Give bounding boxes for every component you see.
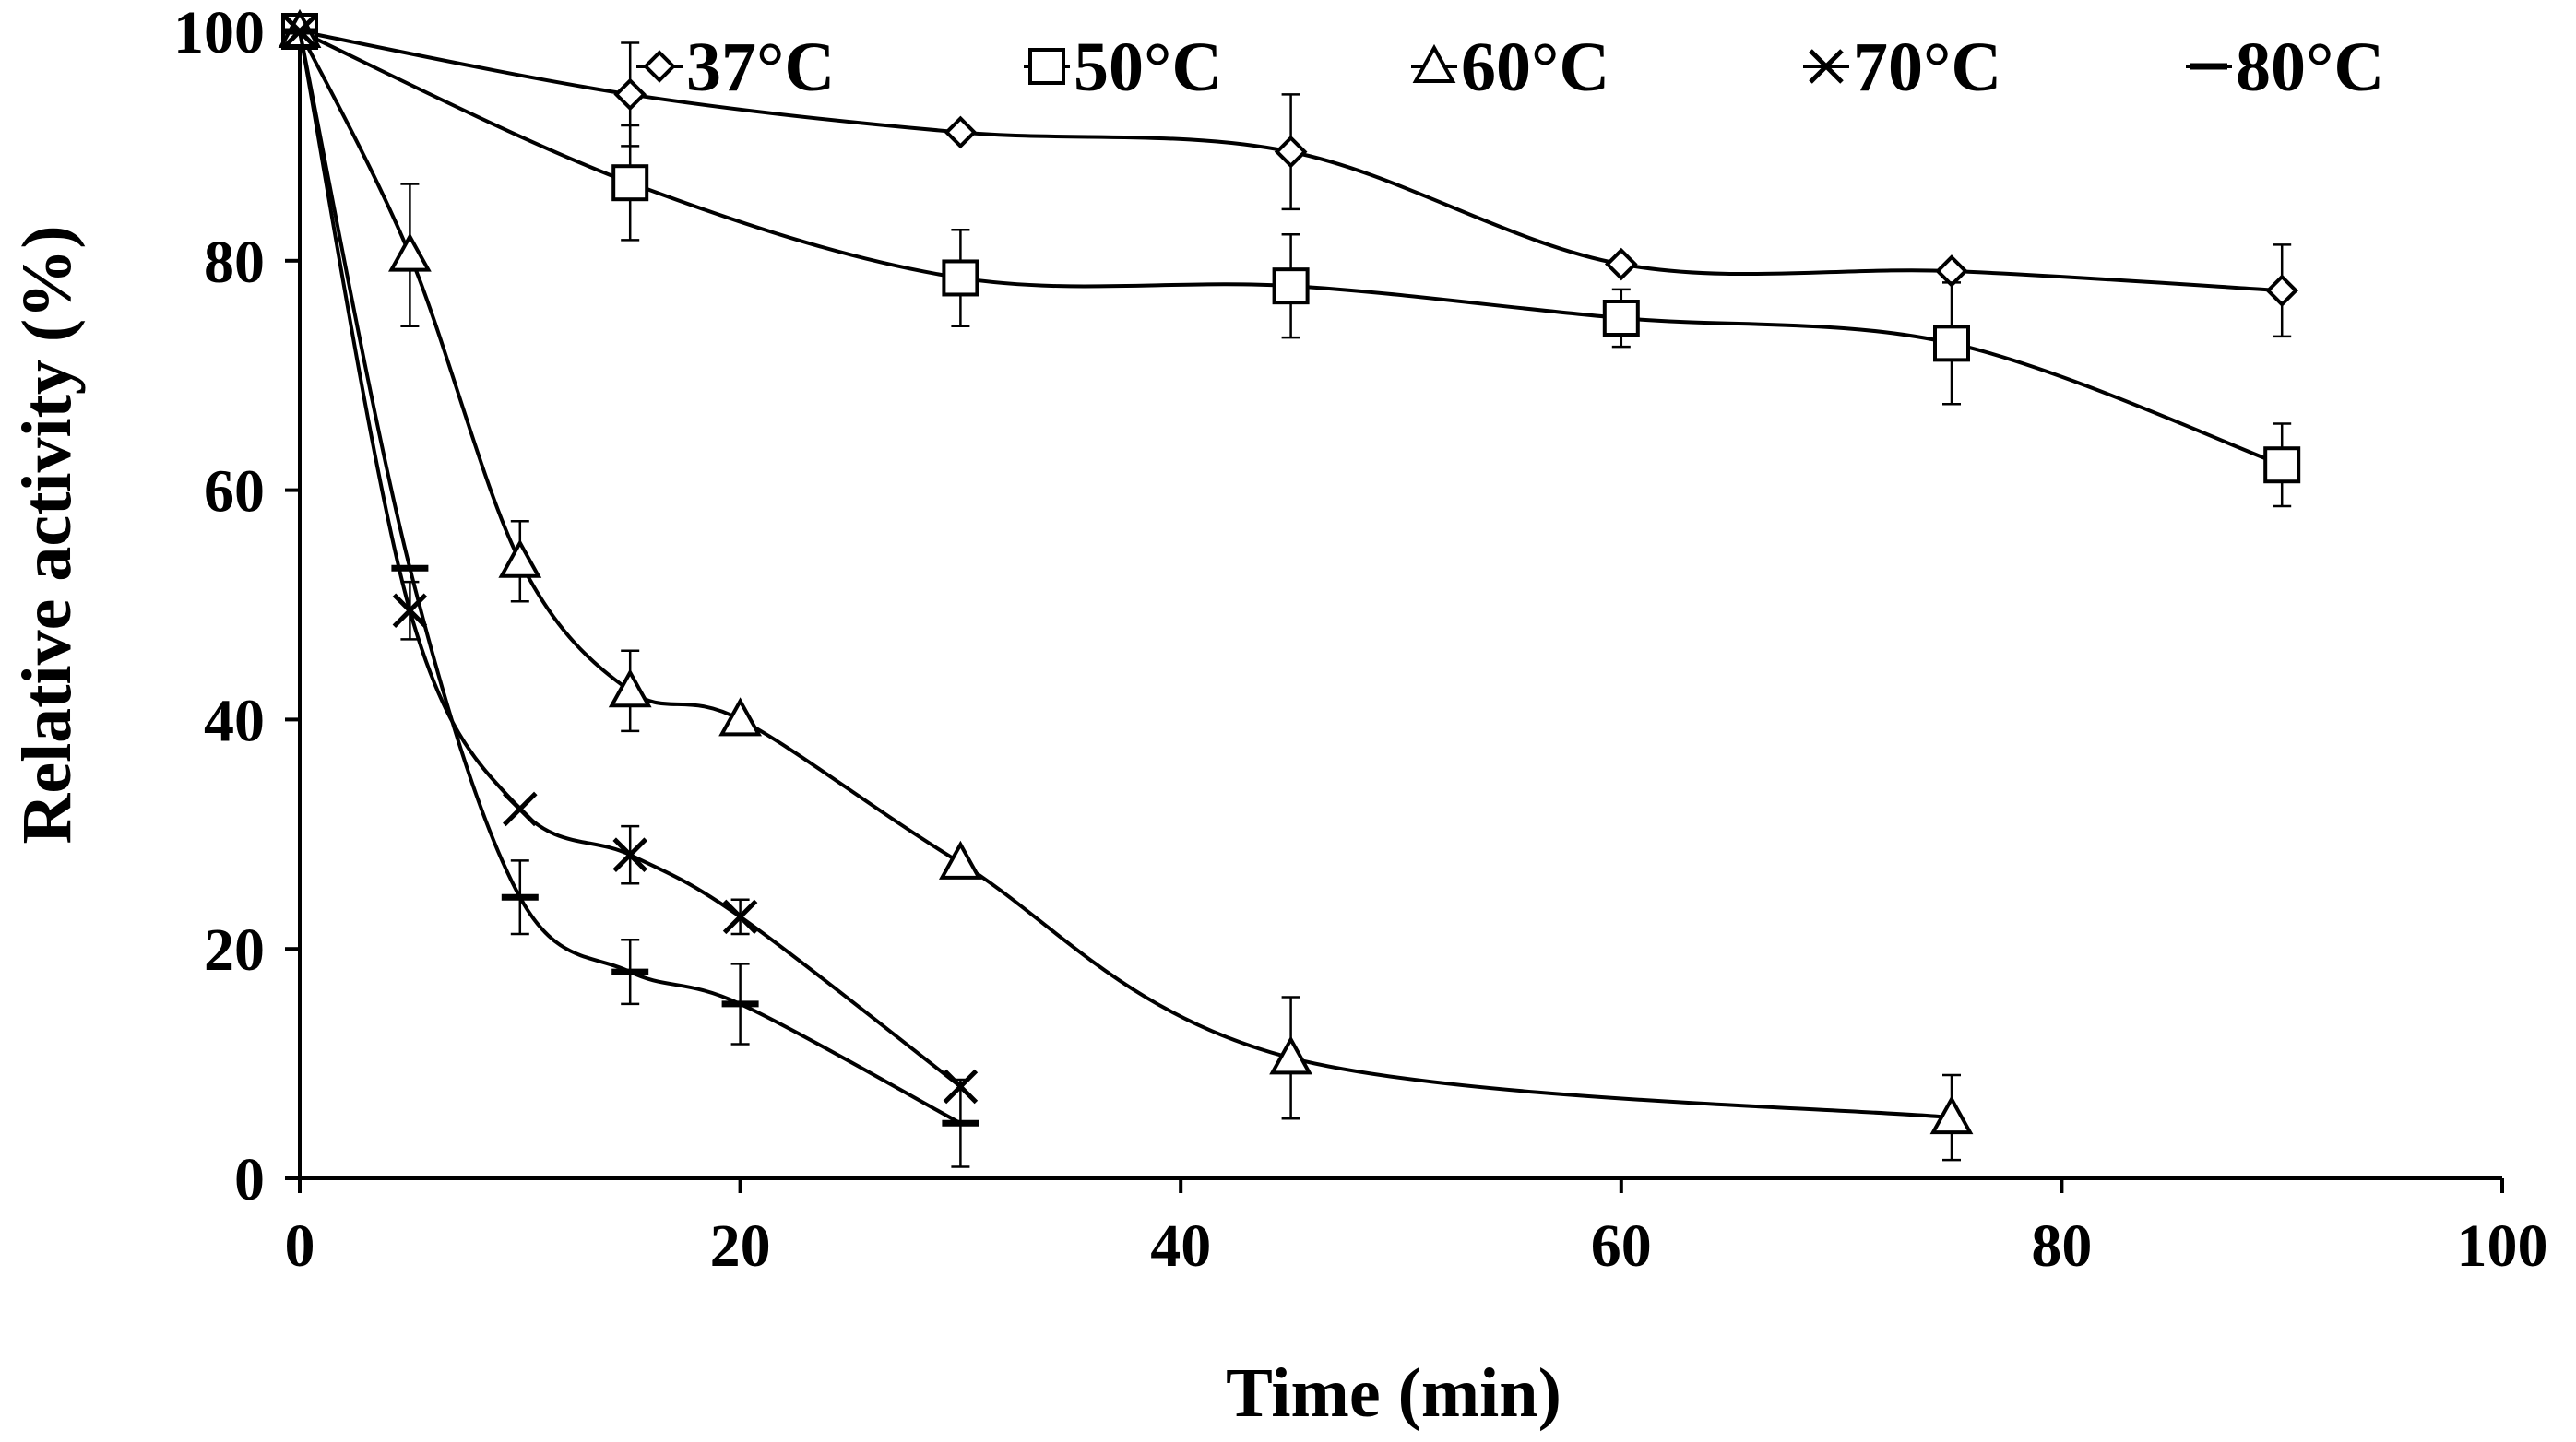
data-point [722,899,758,935]
x-tick-label: 100 [2457,1212,2548,1280]
data-point [1269,1035,1312,1075]
series-1 [281,13,2301,508]
legend-marker [1412,43,1456,83]
data-point [2265,274,2299,307]
legend-marker [643,50,676,83]
y-tick-label: 100 [173,0,265,66]
x-tick-label: 40 [1150,1212,1211,1280]
data-point [1604,247,1638,281]
data-point [611,164,649,202]
data-point [1929,1094,1974,1135]
y-tick-label: 0 [234,1146,265,1213]
data-point [2263,446,2301,484]
data-point [1272,267,1310,305]
y-tick-label: 20 [204,916,265,984]
data-point [1935,254,1968,288]
y-tick-label: 60 [204,458,265,526]
x-tick-label: 80 [2031,1212,2092,1280]
legend-item-3: 70°C [1803,29,2001,106]
y-axis-title: Relative activity (%) [8,225,86,844]
data-point [613,77,647,112]
data-point [944,115,978,149]
series-line [298,30,1953,1120]
series-2 [278,8,1974,1162]
legend-item-1: 50°C [1024,29,1222,106]
data-point [503,791,538,827]
x-tick-label: 0 [285,1212,315,1280]
legend-item-0: 37°C [636,29,835,106]
data-point [1274,135,1308,169]
legend-label: 50°C [1074,29,1222,106]
data-point [498,538,542,578]
legend-label: 70°C [1853,29,2001,106]
y-tick-label: 40 [204,687,265,754]
data-point [388,232,432,272]
series-4 [281,28,979,1168]
legend-item-2: 60°C [1411,29,1609,106]
x-tick-label: 20 [710,1212,771,1280]
axes: 0 20 40 60 80 100 0 20 40 60 80 100 [173,0,2548,1280]
data-point [939,840,982,880]
legend-item-4: 80°C [2186,29,2384,106]
data-point [392,593,428,628]
legend-label: 60°C [1461,29,1609,106]
data-point [942,259,979,297]
legend-marker [1028,48,1065,85]
legend-label: 37°C [686,29,835,106]
series-layer [278,8,2301,1168]
legend: 37°C 50°C 60°C 70°C 80°C [636,29,2384,106]
y-tick-label: 80 [204,229,265,296]
legend-marker [1809,49,1844,84]
data-point [1933,325,1970,362]
legend-label: 80°C [2236,29,2384,106]
x-axis-title: Time (min) [1226,1354,1561,1432]
data-point [612,837,647,872]
x-tick-label: 60 [1591,1212,1652,1280]
data-point [608,668,652,708]
data-point [1602,300,1640,337]
data-point [718,697,762,737]
